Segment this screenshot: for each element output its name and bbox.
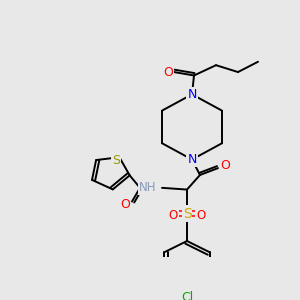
Text: N: N — [187, 153, 197, 166]
Text: O: O — [168, 209, 178, 222]
Text: O: O — [220, 159, 230, 172]
Text: Cl: Cl — [181, 291, 193, 300]
Text: NH: NH — [139, 181, 156, 194]
Text: O: O — [163, 65, 173, 79]
Text: S: S — [112, 154, 120, 167]
Text: S: S — [183, 207, 191, 220]
Text: O: O — [120, 199, 130, 212]
Text: N: N — [187, 88, 197, 101]
Text: O: O — [196, 209, 206, 222]
